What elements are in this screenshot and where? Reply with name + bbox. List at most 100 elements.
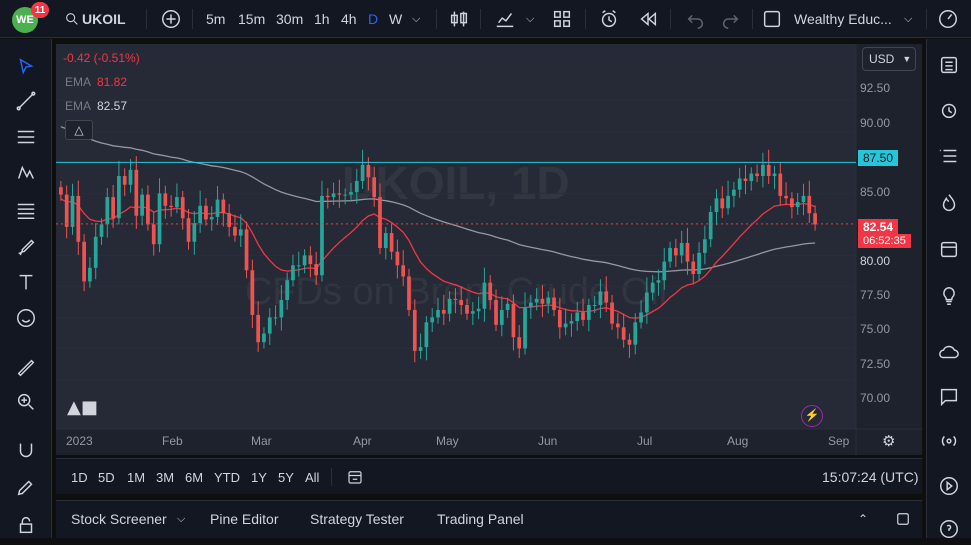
hotlist-icon[interactable] xyxy=(933,187,965,219)
range-1y[interactable]: 1Y xyxy=(251,469,267,485)
workspace-name[interactable]: Wealthy Educ... xyxy=(794,11,892,27)
candle xyxy=(76,180,81,255)
collapse-legend-button[interactable]: △ xyxy=(65,120,93,140)
price-label: 70.00 xyxy=(860,391,891,405)
candle-body xyxy=(424,322,429,348)
cursor-icon[interactable] xyxy=(10,51,42,83)
broadcast-icon[interactable] xyxy=(933,425,965,457)
candle-body xyxy=(314,264,319,276)
candle xyxy=(813,205,817,231)
interval-4h[interactable]: 4h xyxy=(341,11,357,27)
interval-d[interactable]: D xyxy=(368,11,379,27)
interval-15m[interactable]: 15m xyxy=(238,11,266,27)
range-3m[interactable]: 3M xyxy=(156,469,175,485)
horizontal-lines-icon[interactable] xyxy=(10,121,42,153)
maximize-panel-icon[interactable] xyxy=(894,501,912,537)
ema1-label[interactable]: EMA xyxy=(65,75,92,89)
ideas-icon[interactable] xyxy=(933,280,965,312)
magnet-icon[interactable] xyxy=(10,435,42,467)
ruler-icon[interactable] xyxy=(10,352,42,384)
candle xyxy=(581,298,585,327)
chevron-down-icon[interactable]: ⌵ xyxy=(526,12,535,25)
gauge-icon[interactable] xyxy=(937,0,959,38)
interval-5m[interactable]: 5m xyxy=(206,11,226,27)
redo-icon[interactable] xyxy=(720,0,742,38)
undo-icon[interactable] xyxy=(684,0,706,38)
search-icon[interactable] xyxy=(64,0,80,38)
emoji-icon[interactable] xyxy=(10,302,42,334)
range-1m[interactable]: 1M xyxy=(127,469,146,485)
indicators-icon[interactable] xyxy=(494,0,516,38)
tab-stock-screener[interactable]: Stock Screener xyxy=(71,511,167,527)
goto-date-icon[interactable] xyxy=(346,459,364,495)
candle-body xyxy=(639,312,643,323)
currency-select[interactable]: USD ▼ xyxy=(862,47,916,71)
candle-body xyxy=(581,312,585,320)
candle xyxy=(801,183,806,216)
interval-1h[interactable]: 1h xyxy=(314,11,330,27)
tab-strategy-tester[interactable]: Strategy Tester xyxy=(310,511,404,527)
symbol-search[interactable]: UKOIL xyxy=(82,11,126,27)
candle-body xyxy=(180,197,185,219)
hline-price-tag[interactable]: 87.50 xyxy=(858,150,899,166)
clock-timezone[interactable]: 15:07:24 (UTC) xyxy=(822,469,919,485)
candle xyxy=(697,242,701,281)
candle-body xyxy=(459,300,464,305)
tab-pine-editor[interactable]: Pine Editor xyxy=(210,511,279,527)
text-icon[interactable] xyxy=(10,266,42,298)
candle xyxy=(604,276,609,313)
lightning-icon[interactable]: ⚡ xyxy=(801,405,823,427)
candle xyxy=(88,257,92,288)
comment-icon[interactable] xyxy=(933,381,965,413)
range-ytd[interactable]: YTD xyxy=(214,469,240,485)
candle-body xyxy=(291,265,295,281)
data-window-icon[interactable] xyxy=(933,140,965,172)
range-6m[interactable]: 6M xyxy=(185,469,204,485)
replay-icon[interactable] xyxy=(637,0,659,38)
time-label: Feb xyxy=(162,434,183,448)
candle xyxy=(407,268,411,317)
lock-icon[interactable] xyxy=(10,509,42,541)
alarm-icon[interactable] xyxy=(933,94,965,126)
ema2-label[interactable]: EMA xyxy=(65,99,92,113)
tab-trading-panel[interactable]: Trading Panel xyxy=(437,511,524,527)
fib-icon[interactable] xyxy=(10,194,42,226)
help-icon[interactable] xyxy=(933,513,965,545)
candle xyxy=(134,156,139,229)
pattern-icon[interactable] xyxy=(10,157,42,189)
chart-pane[interactable]: UKOIL, 1D CFDs on Brent Crude Oil -0.42 … xyxy=(56,44,922,455)
candle-body xyxy=(320,195,324,276)
trendline-icon[interactable] xyxy=(10,85,42,117)
range-1d[interactable]: 1D xyxy=(71,469,88,485)
checkbox-icon[interactable] xyxy=(761,0,783,38)
pencil-lock-icon[interactable] xyxy=(10,471,42,503)
candles-icon[interactable] xyxy=(448,0,470,38)
chevron-down-icon[interactable]: ⌵ xyxy=(177,512,186,525)
chevron-down-icon[interactable]: ⌵ xyxy=(904,12,913,25)
brush-icon[interactable] xyxy=(10,230,42,262)
chevron-down-icon[interactable]: ⌵ xyxy=(412,12,421,25)
watchlist-icon[interactable] xyxy=(933,49,965,81)
candle xyxy=(325,188,330,209)
settings-gear-icon[interactable]: ⚙ xyxy=(882,433,896,450)
range-all[interactable]: All xyxy=(305,469,320,485)
layouts-icon[interactable] xyxy=(551,0,573,38)
interval-30m[interactable]: 30m xyxy=(276,11,304,27)
range-5y[interactable]: 5Y xyxy=(278,469,294,485)
tradingview-logo-icon[interactable]: ▲■ xyxy=(67,397,98,418)
expand-panel-icon[interactable]: ⌃ xyxy=(858,512,869,526)
range-5d[interactable]: 5D xyxy=(98,469,115,485)
interval-w[interactable]: W xyxy=(389,11,403,27)
compare-add-icon[interactable] xyxy=(160,0,182,38)
calendar-icon[interactable] xyxy=(933,233,965,265)
price-label: 77.50 xyxy=(860,288,891,302)
time-label: Jun xyxy=(538,434,558,448)
alert-icon[interactable] xyxy=(598,0,620,38)
price-chart[interactable]: UKOIL, 1D CFDs on Brent Crude Oil xyxy=(56,44,922,455)
stream-icon[interactable] xyxy=(933,470,965,502)
chat-icon[interactable] xyxy=(933,336,965,368)
candle xyxy=(424,316,429,361)
zoom-icon[interactable] xyxy=(10,386,42,418)
candle xyxy=(198,190,202,233)
candle-body xyxy=(151,224,156,245)
